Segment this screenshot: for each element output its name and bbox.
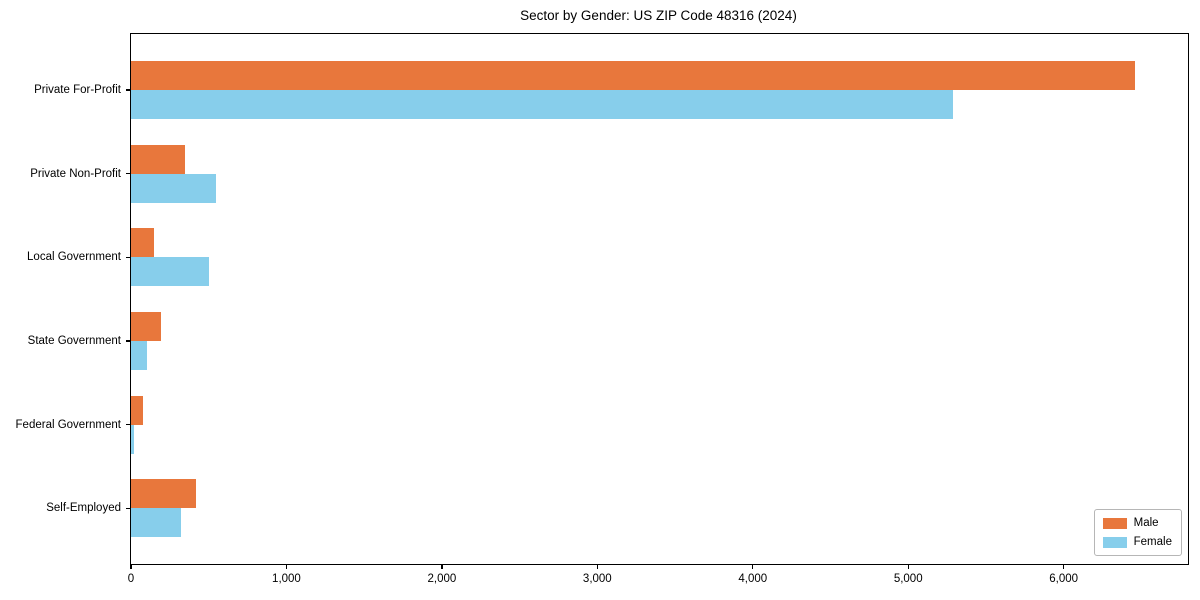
x-axis-tick-label: 5,000	[893, 573, 923, 585]
chart-title: Sector by Gender: US ZIP Code 48316 (202…	[520, 8, 797, 23]
y-axis-category-label: Private For-Profit	[34, 84, 121, 96]
legend-label-female: Female	[1133, 536, 1172, 548]
bar-male-3	[131, 228, 155, 258]
female-color-swatch	[1102, 536, 1127, 548]
x-axis-tick-label: 4,000	[738, 573, 768, 585]
y-axis-category-label: Local Government	[27, 251, 121, 264]
legend-entry-male: Male	[1102, 517, 1172, 529]
bar-female-4	[131, 340, 147, 370]
bar-female-3	[131, 257, 209, 287]
bar-female-6	[131, 508, 181, 538]
y-axis-tick	[126, 507, 131, 509]
x-axis-tick	[130, 564, 132, 569]
bar-male-5	[131, 395, 144, 425]
y-axis-tick	[126, 89, 131, 91]
x-axis-tick	[907, 564, 909, 569]
x-axis-tick	[441, 564, 443, 569]
x-axis-tick	[285, 564, 288, 569]
male-color-swatch	[1102, 517, 1127, 529]
bar-male-4	[131, 311, 161, 341]
x-axis-tick-label: 3,000	[582, 573, 612, 585]
y-axis-category-label: Self-Employed	[46, 502, 121, 515]
bar-female-2	[131, 173, 217, 203]
plot-area: Male Female Private For-Profit Private No…	[16, 33, 1189, 585]
bar-female-5	[131, 424, 135, 454]
y-axis-category-label: Federal Government	[15, 418, 121, 431]
bar-male-1	[131, 61, 1136, 90]
y-axis-tick	[126, 256, 131, 258]
bar-male-6	[131, 479, 197, 509]
legend-label-male: Male	[1133, 517, 1159, 529]
y-axis-tick	[126, 423, 131, 426]
x-axis-tick	[1062, 564, 1065, 569]
y-axis-tick	[126, 340, 131, 342]
x-axis-tick	[752, 564, 754, 569]
y-axis-category-label: State Government	[27, 334, 121, 347]
bar-female-1	[131, 90, 954, 119]
x-axis-tick-label: 0	[127, 573, 135, 585]
x-axis-tick-label: 6,000	[1049, 573, 1079, 585]
legend: Male Female	[1093, 509, 1182, 556]
x-axis-tick-label: 2,000	[427, 573, 457, 585]
y-axis-tick	[126, 173, 131, 175]
legend-entry-female: Female	[1102, 536, 1172, 548]
x-axis-tick	[596, 564, 598, 569]
x-axis-tick-label: 1,000	[272, 573, 301, 585]
bar-male-2	[131, 144, 186, 174]
y-axis-category-label: Private Non-Profit	[30, 167, 121, 180]
